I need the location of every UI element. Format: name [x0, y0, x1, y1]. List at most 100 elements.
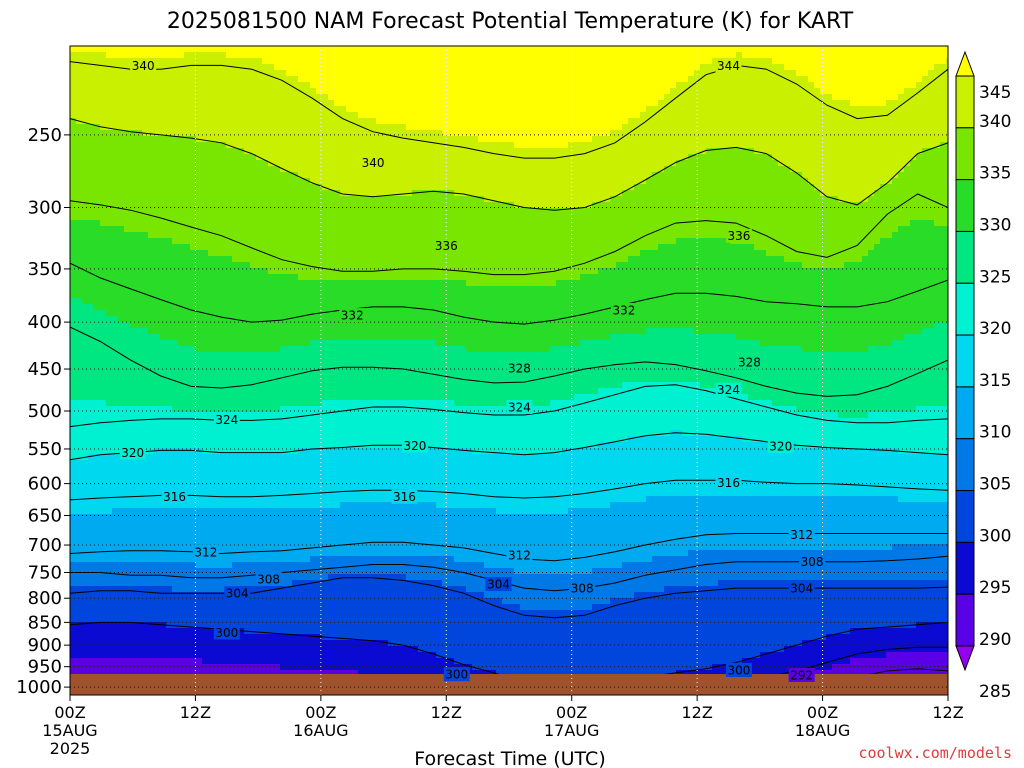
- band-cell: [298, 238, 305, 245]
- band-cell: [262, 364, 269, 371]
- band-cell: [172, 598, 179, 605]
- band-cell: [178, 82, 185, 89]
- band-cell: [340, 442, 347, 449]
- band-cell: [328, 190, 335, 197]
- band-cell: [328, 118, 335, 125]
- band-cell: [136, 220, 143, 227]
- band-cell: [76, 424, 83, 431]
- band-cell: [136, 412, 143, 419]
- band-cell: [124, 472, 131, 479]
- band-cell: [190, 148, 197, 155]
- temperature-bands: [70, 46, 948, 695]
- band-cell: [286, 202, 293, 209]
- band-cell: [124, 70, 131, 77]
- band-cell: [322, 136, 329, 143]
- band-cell: [214, 670, 221, 677]
- band-cell: [118, 268, 125, 275]
- band-cell: [196, 106, 203, 113]
- band-cell: [106, 496, 113, 503]
- band-cell: [178, 436, 185, 443]
- band-cell: [292, 220, 299, 227]
- band-cell: [322, 502, 329, 509]
- band-cell: [226, 118, 233, 125]
- band-cell: [238, 130, 245, 137]
- band-cell: [76, 538, 83, 545]
- band-cell: [136, 94, 143, 101]
- band-cell: [304, 268, 311, 275]
- band-cell: [142, 244, 149, 251]
- band-cell: [190, 376, 197, 383]
- band-cell: [316, 460, 323, 467]
- band-cell: [154, 190, 161, 197]
- band-cell: [106, 394, 113, 401]
- band-cell: [226, 358, 233, 365]
- band-cell: [154, 46, 161, 53]
- band-cell: [280, 370, 287, 377]
- band-cell: [136, 292, 143, 299]
- band-cell: [334, 646, 341, 653]
- band-cell: [154, 406, 161, 413]
- band-cell: [238, 136, 245, 143]
- band-cell: [142, 394, 149, 401]
- band-cell: [172, 70, 179, 77]
- band-cell: [208, 298, 215, 305]
- band-cell: [238, 172, 245, 179]
- band-cell: [88, 280, 95, 287]
- band-cell: [226, 70, 233, 77]
- band-cell: [196, 196, 203, 203]
- band-cell: [280, 550, 287, 557]
- band-cell: [334, 46, 341, 53]
- band-cell: [130, 418, 137, 425]
- band-cell: [250, 346, 257, 353]
- band-cell: [166, 436, 173, 443]
- band-cell: [94, 526, 101, 533]
- band-cell: [76, 388, 83, 395]
- band-cell: [118, 118, 125, 125]
- band-cell: [154, 418, 161, 425]
- band-cell: [202, 376, 209, 383]
- band-cell: [316, 214, 323, 221]
- band-cell: [88, 526, 95, 533]
- band-cell: [118, 184, 125, 191]
- band-cell: [112, 502, 119, 509]
- band-cell: [70, 382, 77, 389]
- band-cell: [274, 490, 281, 497]
- band-cell: [262, 598, 269, 605]
- band-cell: [280, 58, 287, 65]
- band-cell: [286, 610, 293, 617]
- band-cell: [112, 592, 119, 599]
- band-cell: [124, 562, 131, 569]
- band-cell: [82, 652, 89, 659]
- band-cell: [76, 280, 83, 287]
- band-cell: [304, 124, 311, 131]
- band-cell: [268, 544, 275, 551]
- band-cell: [268, 370, 275, 377]
- band-cell: [178, 316, 185, 323]
- band-cell: [292, 292, 299, 299]
- band-cell: [70, 322, 77, 329]
- band-cell: [262, 52, 269, 59]
- band-cell: [184, 646, 191, 653]
- band-cell: [214, 460, 221, 467]
- band-cell: [232, 118, 239, 125]
- band-cell: [130, 520, 137, 527]
- band-cell: [166, 538, 173, 545]
- band-cell: [280, 592, 287, 599]
- band-cell: [316, 628, 323, 635]
- band-cell: [232, 478, 239, 485]
- band-cell: [100, 586, 107, 593]
- band-cell: [268, 634, 275, 641]
- band-cell: [142, 346, 149, 353]
- band-cell: [328, 76, 335, 83]
- band-cell: [280, 472, 287, 479]
- band-cell: [256, 544, 263, 551]
- band-cell: [94, 382, 101, 389]
- band-cell: [322, 232, 329, 239]
- band-cell: [190, 178, 197, 185]
- band-cell: [232, 622, 239, 629]
- band-cell: [256, 208, 263, 215]
- band-cell: [106, 190, 113, 197]
- band-cell: [304, 154, 311, 161]
- band-cell: [268, 346, 275, 353]
- band-cell: [106, 334, 113, 341]
